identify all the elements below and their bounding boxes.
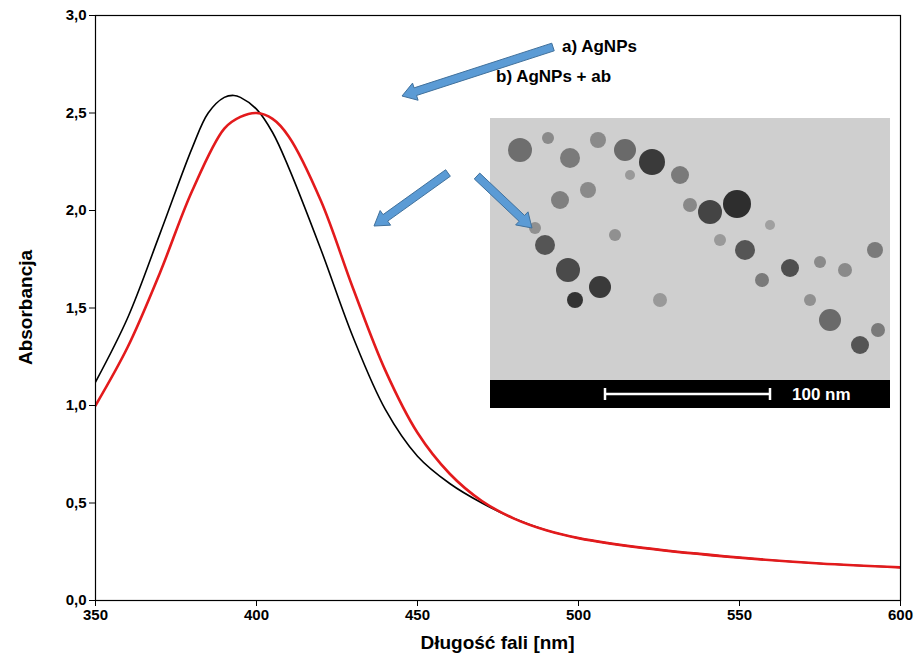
svg-text:500: 500 (566, 606, 591, 623)
svg-text:Długość fali [nm]: Długość fali [nm] (420, 632, 574, 653)
svg-text:1,5: 1,5 (66, 299, 87, 316)
svg-text:2,0: 2,0 (66, 201, 87, 218)
svg-text:400: 400 (244, 606, 269, 623)
svg-text:2,5: 2,5 (66, 104, 87, 121)
svg-text:450: 450 (405, 606, 430, 623)
svg-text:350: 350 (83, 606, 108, 623)
svg-text:0,5: 0,5 (66, 494, 87, 511)
svg-text:100 nm: 100 nm (792, 385, 851, 404)
svg-text:0,0: 0,0 (66, 591, 87, 608)
svg-text:a) AgNPs: a) AgNPs (562, 37, 637, 56)
svg-text:550: 550 (727, 606, 752, 623)
svg-text:Absorbancja: Absorbancja (15, 250, 36, 366)
svg-text:600: 600 (888, 606, 913, 623)
svg-text:3,0: 3,0 (66, 6, 87, 23)
svg-text:b) AgNPs + ab: b) AgNPs + ab (496, 67, 611, 86)
svg-text:1,0: 1,0 (66, 396, 87, 413)
